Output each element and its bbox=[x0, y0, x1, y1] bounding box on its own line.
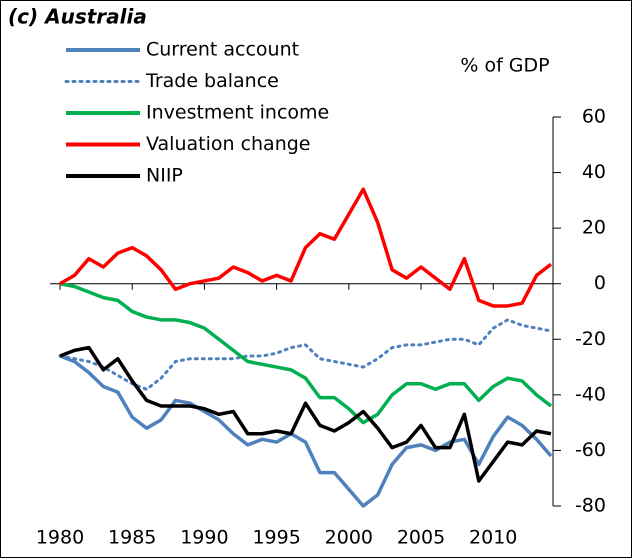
x-tick-label: 1980 bbox=[36, 527, 84, 549]
series-line bbox=[58, 318, 553, 391]
y-tick-label: 40 bbox=[582, 161, 606, 183]
y-tick-label: 20 bbox=[582, 217, 606, 239]
legend-label: Trade balance bbox=[145, 70, 279, 92]
legend-label: Current account bbox=[146, 39, 299, 61]
x-tick-label: 1985 bbox=[108, 527, 156, 549]
x-tick-label: 1990 bbox=[180, 527, 228, 549]
x-tick-label: 2000 bbox=[325, 527, 373, 549]
y-tick-label: -60 bbox=[575, 439, 606, 461]
y-axis-label: % of GDP bbox=[460, 55, 549, 77]
y-tick-label: 60 bbox=[582, 106, 606, 128]
legend-label: Investment income bbox=[146, 102, 329, 124]
y-tick-label: -80 bbox=[575, 495, 606, 517]
series-line bbox=[59, 281, 553, 425]
y-tick-label: 0 bbox=[594, 272, 606, 294]
y-tick-label: -20 bbox=[575, 328, 606, 350]
series-line bbox=[59, 354, 553, 508]
x-tick-label: 2010 bbox=[469, 527, 517, 549]
y-tick-label: -40 bbox=[575, 383, 606, 405]
series-line bbox=[59, 345, 552, 483]
chart-title: (c) Australia bbox=[8, 5, 147, 29]
x-tick-label: 1995 bbox=[252, 527, 300, 549]
x-tick-label: 2005 bbox=[397, 527, 445, 549]
legend-label: Valuation change bbox=[146, 133, 311, 155]
series-line bbox=[59, 187, 553, 308]
legend-label: NIIP bbox=[146, 165, 183, 187]
